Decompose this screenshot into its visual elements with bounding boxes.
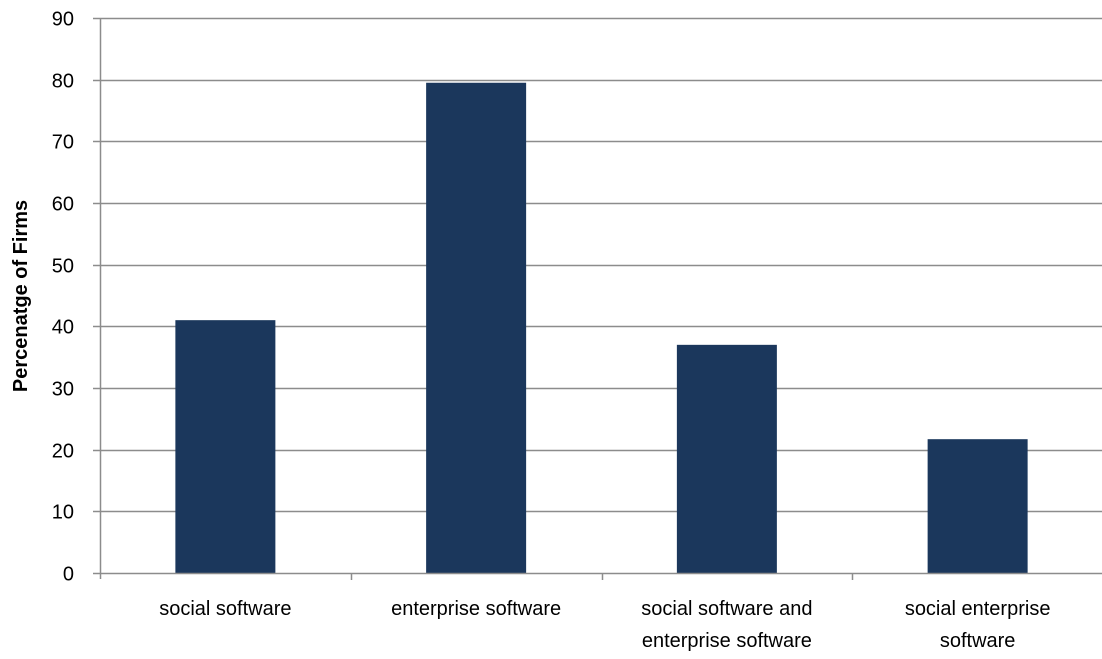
y-tick-label: 80 (52, 71, 74, 93)
bar-2 (426, 82, 527, 573)
x-category-label: enterprise software (391, 598, 561, 620)
y-tick-label: 30 (52, 379, 74, 401)
y-axis-title: Percenatge of Firms (10, 200, 32, 392)
bar-4 (927, 439, 1028, 573)
x-category-labels: social software enterprise software social… (159, 598, 1050, 652)
y-tick-label: 90 (52, 9, 74, 31)
bars (175, 82, 1028, 573)
y-tick-label: 10 (52, 502, 74, 524)
y-tick-label: 0 (63, 564, 74, 586)
axes (93, 17, 1102, 580)
y-tick-label: 20 (52, 441, 74, 463)
bar-1 (175, 320, 276, 573)
y-tick-label: 60 (52, 194, 74, 216)
x-category-label: social software and enterprise software (641, 598, 812, 652)
x-category-label: social software (159, 598, 291, 620)
y-tick-labels: 0 10 20 30 40 50 60 70 80 90 (52, 9, 74, 586)
y-tick-label: 40 (52, 317, 74, 339)
bar-3 (676, 344, 777, 573)
y-tick-label: 50 (52, 256, 74, 278)
x-category-label: social enterprise software (905, 598, 1051, 652)
y-tick-label: 70 (52, 132, 74, 154)
